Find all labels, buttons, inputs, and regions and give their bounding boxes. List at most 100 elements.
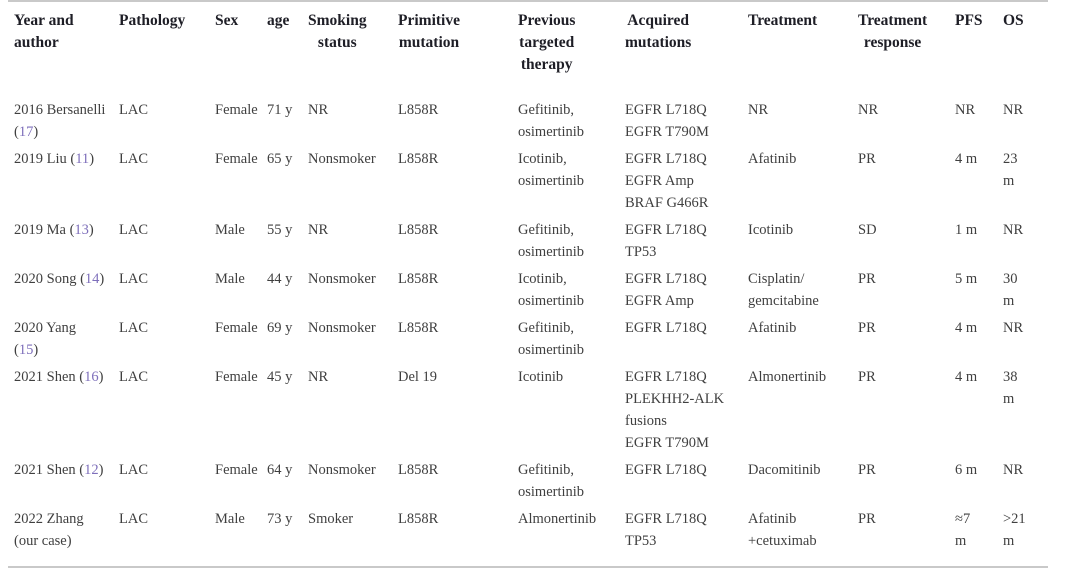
cell-age: 73 y: [267, 511, 293, 527]
case-reports-table: Year and author Pathology Sex age Smoking st…: [8, 2, 1048, 566]
cell-prev_therapy: Gefitinib, osimertinib: [518, 320, 585, 358]
cell-primitive: L858R: [398, 102, 439, 118]
column-header-treatment: Treatment: [748, 2, 858, 87]
cell-os: 30 m: [1003, 271, 1018, 309]
citation-link[interactable]: 12: [84, 462, 99, 478]
table-row: 2020 Yang (15) LAC Female 69 y Nonsmoker L858…: [8, 314, 1048, 363]
cell-smoking: Nonsmoker: [308, 151, 376, 167]
cell-pfs: 5 m: [955, 271, 978, 287]
cell-prev_therapy: Gefitinib, osimertinib: [518, 222, 585, 260]
cell-sex: Male: [215, 511, 245, 527]
cell-smoking: Smoker: [308, 511, 354, 527]
cell-pfs: NR: [955, 102, 976, 118]
cell-response: PR: [858, 271, 876, 287]
cell-primitive: L858R: [398, 462, 439, 478]
author-text: 2021 Shen (: [14, 462, 85, 478]
cell-os: 38 m: [1003, 369, 1018, 407]
column-header-label: Smoking status: [308, 12, 367, 51]
author-text: 2022 Zhang (our case): [14, 511, 84, 549]
citation-link[interactable]: 13: [74, 222, 89, 238]
column-header-label: OS: [1003, 12, 1024, 29]
author-text: 2019 Ma (: [14, 222, 75, 238]
cell-sex: Female: [215, 320, 258, 336]
cell-author: 2021 Shen (16): [8, 363, 119, 456]
cell-age: 44 y: [267, 271, 293, 287]
cell-smoking: Nonsmoker: [308, 271, 376, 287]
column-header-label: age: [267, 12, 290, 29]
author-text-close: ): [33, 342, 39, 358]
cell-age: 69 y: [267, 320, 293, 336]
cell-treatment: NR: [748, 102, 769, 118]
cell-prev_therapy: Icotinib, osimertinib: [518, 151, 585, 189]
citation-link[interactable]: 14: [84, 271, 100, 287]
cell-pfs: 6 m: [955, 462, 978, 478]
cell-acquired: EGFR L718Q TP53: [625, 222, 707, 260]
column-header-os: OS: [1003, 2, 1048, 87]
cell-primitive: Del 19: [398, 369, 438, 385]
column-header-label: Year and author: [14, 12, 74, 51]
column-header-age: age: [267, 2, 308, 87]
cell-smoking: Nonsmoker: [308, 320, 376, 336]
table-row: 2020 Song (14) LAC Male 44 y Nonsmoker L858R I…: [8, 265, 1048, 314]
cell-age: 64 y: [267, 462, 293, 478]
table-row: 2021 Shen (12) LAC Female 64 y Nonsmoker L858…: [8, 456, 1048, 505]
cell-primitive: L858R: [398, 151, 439, 167]
cell-response: NR: [858, 102, 879, 118]
column-header-smoking: Smoking status: [308, 2, 398, 87]
author-text-close: ): [98, 462, 104, 478]
cell-pathology: LAC: [119, 222, 148, 238]
cell-acquired: EGFR L718Q EGFR Amp: [625, 271, 707, 309]
cell-author: 2020 Yang (15): [8, 314, 119, 363]
cell-os: NR: [1003, 102, 1024, 118]
table-row: 2019 Ma (13) LAC Male 55 y NR L858R Gefitinib,…: [8, 216, 1048, 265]
cell-author: 2016 Bersanelli (17): [8, 87, 119, 145]
citation-link[interactable]: 15: [18, 342, 34, 358]
cell-prev_therapy: Almonertinib: [518, 511, 597, 527]
column-header-pfs: PFS: [955, 2, 1003, 87]
cell-os: 23 m: [1003, 151, 1018, 189]
cell-prev_therapy: Gefitinib, osimertinib: [518, 102, 585, 140]
table-row: 2022 Zhang (our case) LAC Male 73 y Smoker L8…: [8, 505, 1048, 566]
table-row: 2016 Bersanelli (17) LAC Female 71 y NR L858R…: [8, 87, 1048, 145]
cell-age: 65 y: [267, 151, 293, 167]
cell-treatment: Afatinib: [748, 320, 797, 336]
column-header-acquired: Acquired mutations: [625, 2, 748, 87]
column-header-label: PFS: [955, 12, 983, 29]
column-header-label: Treatment response: [858, 12, 928, 51]
cell-treatment: Icotinib: [748, 222, 794, 238]
table-row: 2019 Liu (11) LAC Female 65 y Nonsmoker L858R…: [8, 145, 1048, 216]
citation-link[interactable]: 16: [84, 369, 99, 385]
cell-primitive: L858R: [398, 320, 439, 336]
cell-treatment: Afatinib +cetuximab: [748, 511, 817, 549]
cell-smoking: NR: [308, 102, 329, 118]
cell-sex: Male: [215, 222, 245, 238]
cell-pathology: LAC: [119, 271, 148, 287]
column-header-primitive: Primitive mutation: [398, 2, 518, 87]
column-header-label: Previous targeted therapy: [518, 12, 576, 73]
cell-pathology: LAC: [119, 369, 148, 385]
cell-sex: Female: [215, 369, 258, 385]
cell-treatment: Dacomitinib: [748, 462, 821, 478]
cell-author: 2021 Shen (12): [8, 456, 119, 505]
cell-response: PR: [858, 151, 876, 167]
cell-acquired: EGFR L718Q PLEKHH2-ALK fusions EGFR T790…: [625, 369, 725, 451]
cell-response: PR: [858, 369, 876, 385]
cell-prev_therapy: Icotinib, osimertinib: [518, 271, 585, 309]
author-text-close: ): [88, 222, 94, 238]
column-header-response: Treatment response: [858, 2, 955, 87]
author-text: 2020 Song (: [14, 271, 85, 287]
column-header-label: Sex: [215, 12, 239, 29]
cell-pathology: LAC: [119, 511, 148, 527]
cell-sex: Female: [215, 102, 258, 118]
author-text: 2021 Shen (: [14, 369, 85, 385]
cell-treatment: Afatinib: [748, 151, 797, 167]
cell-acquired: EGFR L718Q: [625, 320, 707, 336]
cell-response: PR: [858, 511, 876, 527]
cell-pathology: LAC: [119, 151, 148, 167]
cell-response: SD: [858, 222, 877, 238]
cell-os: >21 m: [1003, 511, 1026, 549]
citation-link[interactable]: 11: [75, 151, 90, 167]
citation-link[interactable]: 17: [18, 124, 34, 140]
cell-acquired: EGFR L718Q EGFR Amp BRAF G466R: [625, 151, 709, 211]
cell-treatment: Almonertinib: [748, 369, 827, 385]
